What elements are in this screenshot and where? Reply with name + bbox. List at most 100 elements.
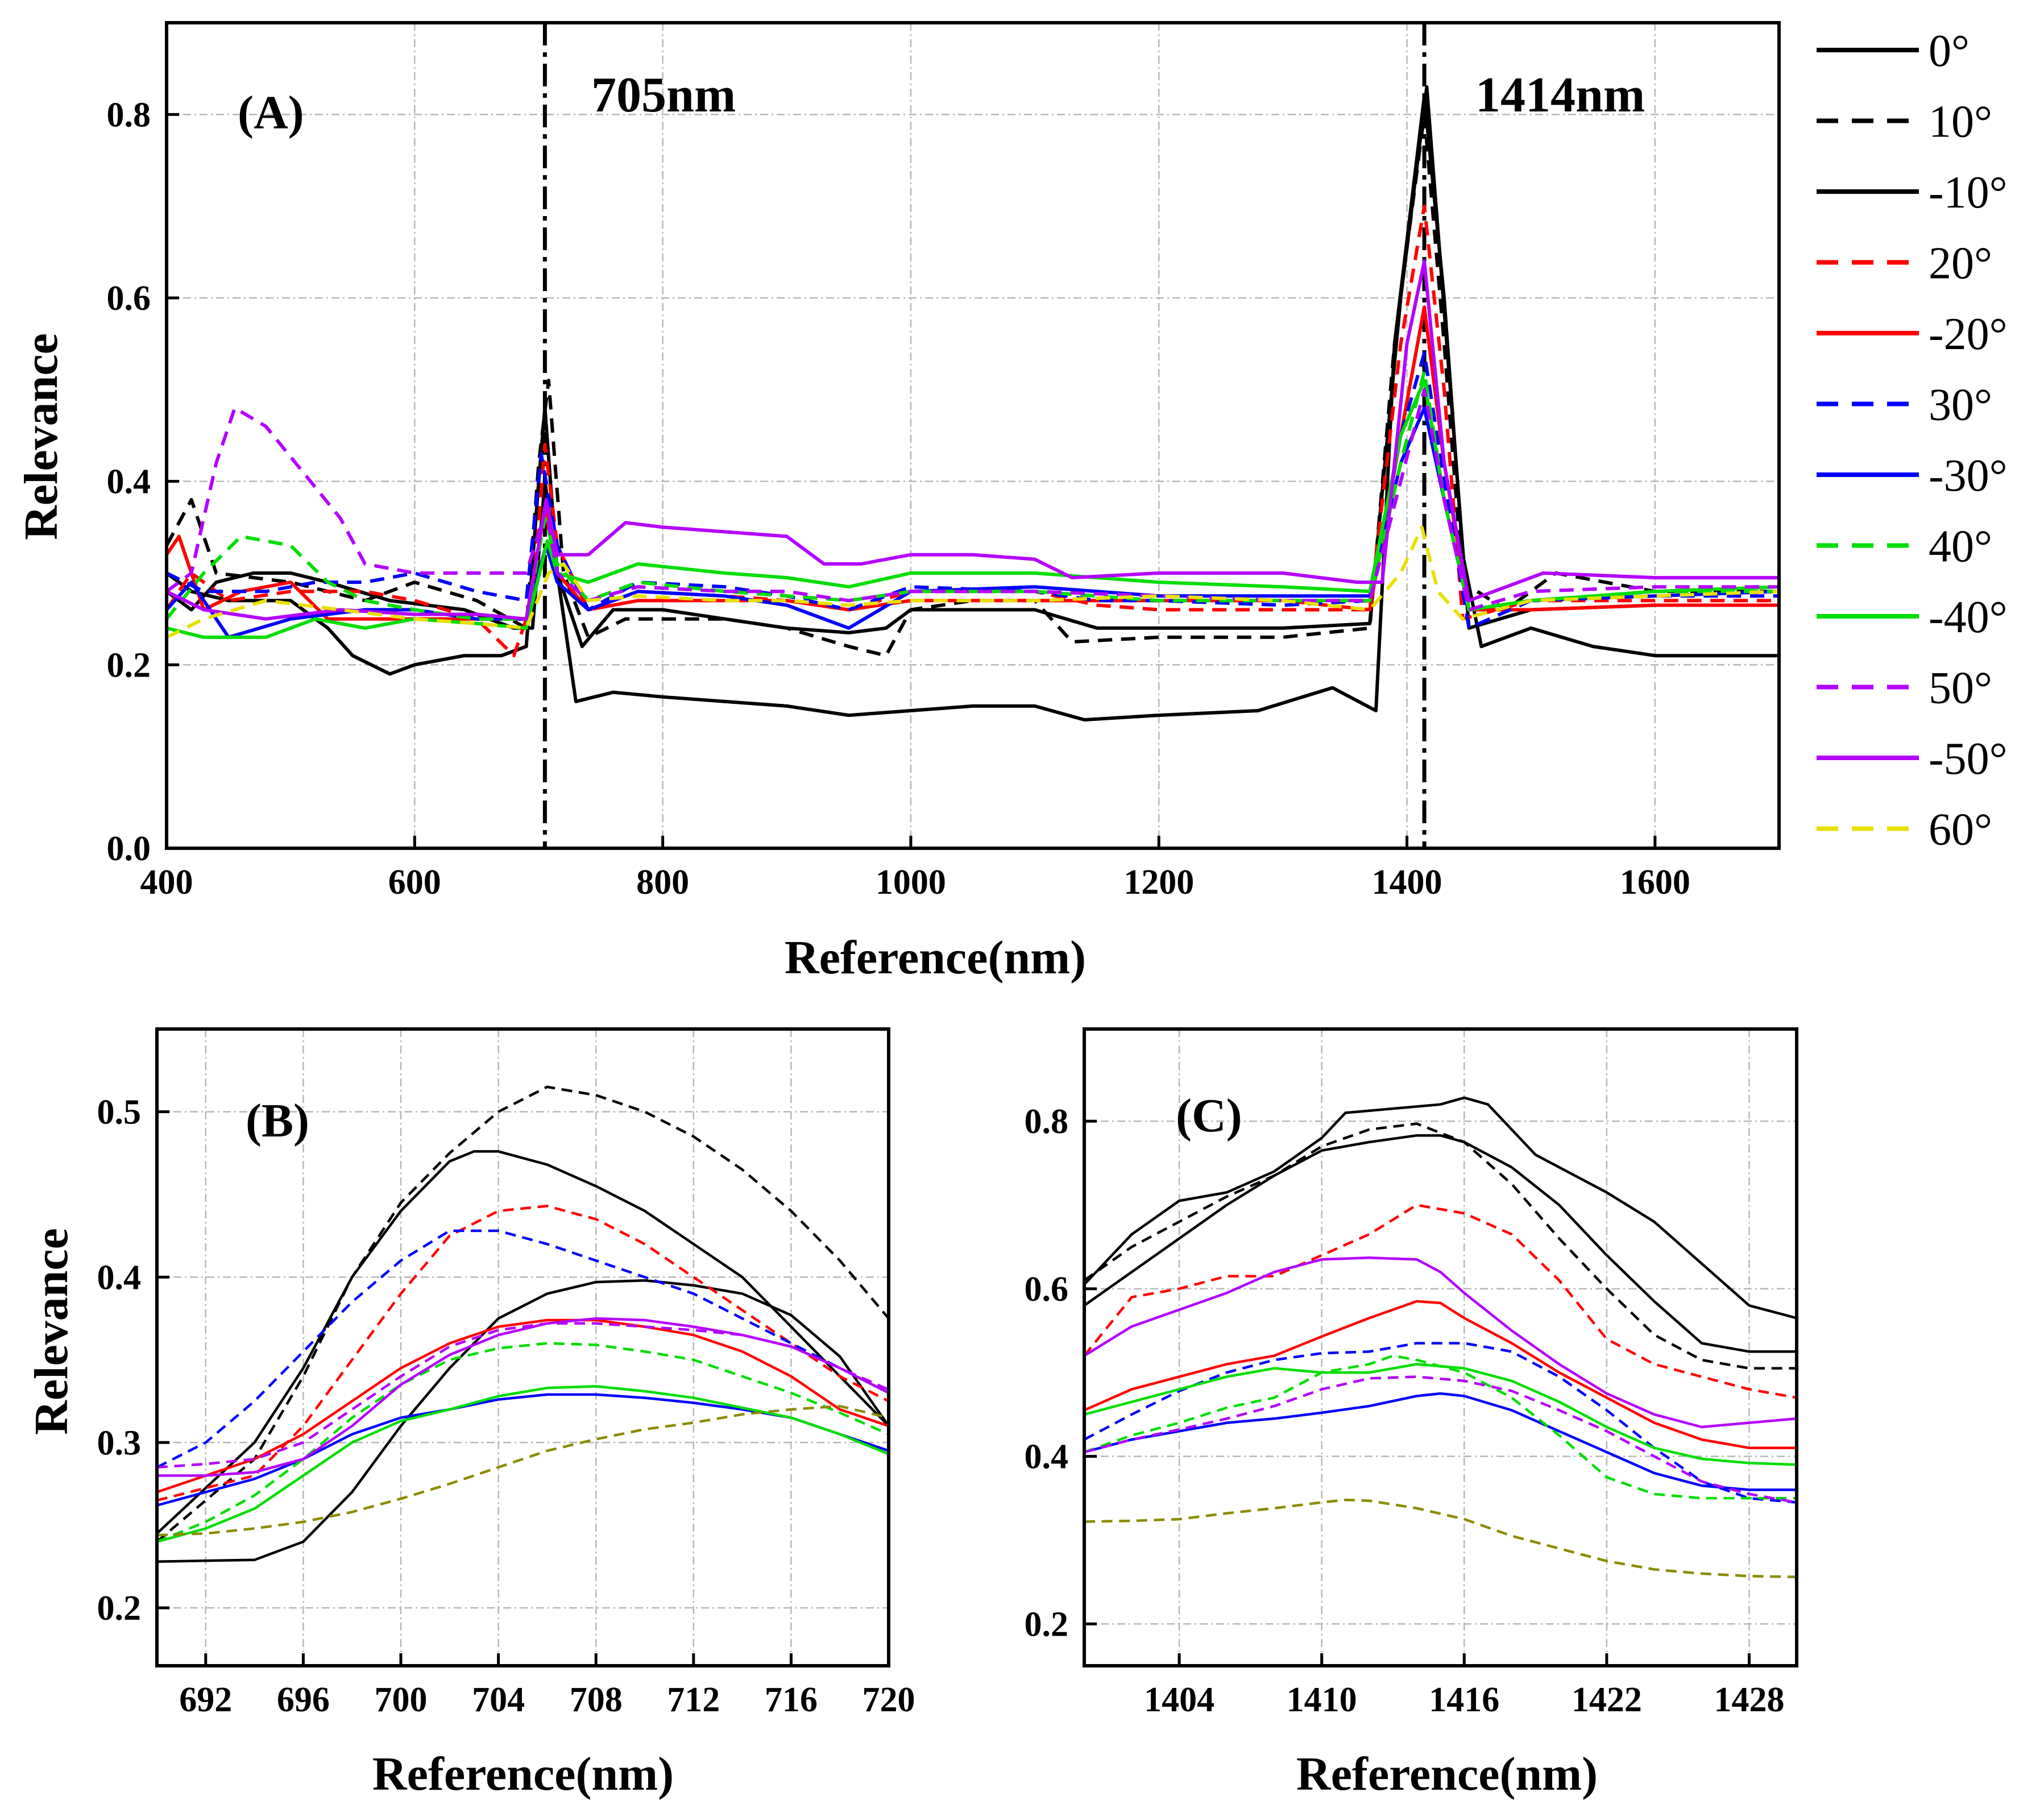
x-tick-label: 1200 xyxy=(1123,863,1194,902)
y-tick-label: 0.8 xyxy=(107,96,151,134)
x-tick-label: 1404 xyxy=(1144,1681,1214,1719)
series-line-a xyxy=(167,85,1779,649)
x-tick-label: 696 xyxy=(277,1681,330,1719)
x-tick-label: 1600 xyxy=(1620,863,1690,902)
x-tick-label: 700 xyxy=(375,1681,428,1719)
y-tick-label: 0.6 xyxy=(1025,1270,1069,1309)
panel-c-grid xyxy=(1084,1029,1797,1666)
legend-label: 40° xyxy=(1929,522,1992,572)
x-tick-label: 800 xyxy=(636,863,689,902)
x-tick-label: 1400 xyxy=(1372,863,1442,902)
x-tick-label: 712 xyxy=(667,1681,720,1719)
panel-c-xlabel: Reference(nm) xyxy=(1296,1748,1598,1801)
series-line-b xyxy=(157,1342,889,1543)
series-line-a xyxy=(167,388,1779,612)
y-tick-label: 0.2 xyxy=(97,1589,142,1628)
y-tick-label: 0.0 xyxy=(107,829,151,868)
series-line-c xyxy=(1084,1354,1797,1500)
panel-b-ylabel: Relevance xyxy=(25,1228,78,1435)
series-line-a xyxy=(167,94,1779,722)
panel-a-ticks: 400 600 800 1000 1200 1400 1600 0.0 0.2 0.4 0.6 0.8 xyxy=(107,96,1690,902)
legend: 0° 10° -10° 20° -20° 30° -30° 40° -40° 50° -50° 60° xyxy=(1817,26,2008,855)
panel-b-frame xyxy=(155,1027,890,1667)
legend-label: -20° xyxy=(1929,309,2008,359)
x-tick-label: 600 xyxy=(388,863,441,902)
series-line-b xyxy=(157,1150,889,1534)
x-tick-label: 692 xyxy=(179,1681,232,1719)
panel-b-xlabel: Reference(nm) xyxy=(372,1748,674,1801)
legend-label: 50° xyxy=(1929,663,1992,713)
series-line-a xyxy=(167,379,1779,639)
panel-c-series xyxy=(1084,1096,1797,1579)
x-tick-label: 720 xyxy=(863,1681,915,1719)
y-tick-label: 0.4 xyxy=(97,1258,142,1297)
y-tick-label: 0.3 xyxy=(97,1424,142,1462)
series-line-c xyxy=(1084,1256,1797,1429)
y-tick-label: 0.6 xyxy=(107,279,151,318)
panel-b: 692 696 700 704 708 712 716 720 0.2 0.3 0.4 0.5 (B)… xyxy=(25,1027,915,1801)
panel-b-label: (B) xyxy=(246,1094,309,1147)
x-tick-label: 1422 xyxy=(1572,1681,1642,1719)
panel-a: 400 600 800 1000 1200 1400 1600 0.0 0.2 0.4 0.6 0.8… xyxy=(15,21,1781,984)
panel-c: 1404 1410 1416 1422 1428 0.2 0.4 0.6 0.8 (C) Ref… xyxy=(1025,1027,1798,1801)
legend-label: 30° xyxy=(1929,380,1992,430)
series-line-c xyxy=(1084,1300,1797,1450)
legend-label: -30° xyxy=(1929,451,2008,501)
series-line-c xyxy=(1084,1096,1797,1320)
series-line-b xyxy=(157,1317,889,1477)
panel-a-frame xyxy=(165,21,1781,850)
legend-label: 20° xyxy=(1929,239,1992,289)
panel-a-series xyxy=(167,85,1779,722)
x-tick-label: 400 xyxy=(140,863,193,902)
series-line-c xyxy=(1084,1122,1797,1370)
series-line-b xyxy=(157,1405,889,1537)
x-tick-label: 1428 xyxy=(1714,1681,1784,1719)
series-line-b xyxy=(157,1205,889,1502)
x-tick-label: 1410 xyxy=(1287,1681,1357,1719)
panel-a-label: (A) xyxy=(238,86,304,139)
panel-b-series xyxy=(157,1085,889,1563)
y-tick-label: 0.4 xyxy=(1025,1438,1069,1476)
panel-c-label: (C) xyxy=(1176,1089,1242,1142)
series-line-b xyxy=(157,1318,889,1494)
legend-label: -40° xyxy=(1929,592,2008,642)
panel-a-xlabel: Reference(nm) xyxy=(785,931,1086,984)
legend-label: 10° xyxy=(1929,97,1992,147)
y-tick-label: 0.5 xyxy=(97,1093,142,1131)
series-line-b xyxy=(157,1085,889,1543)
series-line-b xyxy=(157,1385,889,1543)
panel-a-marker-lines xyxy=(542,23,1427,848)
series-line-a xyxy=(167,370,1779,621)
x-tick-label: 1416 xyxy=(1429,1681,1499,1719)
series-line-c xyxy=(1084,1363,1797,1466)
panel-c-frame xyxy=(1083,1027,1798,1667)
legend-label: 60° xyxy=(1929,805,1992,855)
legend-label: 0° xyxy=(1929,26,1970,76)
series-line-b xyxy=(157,1229,889,1468)
series-line-a xyxy=(167,259,1779,621)
panel-b-ticks: 692 696 700 704 708 712 716 720 0.2 0.3 0.4 0.5 xyxy=(97,1093,915,1719)
panel-a-grid xyxy=(167,23,1779,848)
legend-label: -50° xyxy=(1929,734,2008,784)
series-line-c xyxy=(1084,1375,1797,1504)
series-line-c xyxy=(1084,1498,1797,1579)
panel-c-ticks: 1404 1410 1416 1422 1428 0.2 0.4 0.6 0.8 xyxy=(1025,1102,1785,1719)
legend-label: -10° xyxy=(1929,168,2008,218)
series-line-c xyxy=(1084,1134,1797,1353)
series-line-c xyxy=(1084,1392,1797,1491)
panel-a-ylabel: Relevance xyxy=(15,333,68,540)
x-tick-label: 716 xyxy=(765,1681,818,1719)
series-line-b xyxy=(157,1279,889,1563)
y-tick-label: 0.8 xyxy=(1025,1102,1069,1141)
marker-label-1414nm: 1414nm xyxy=(1475,68,1645,123)
marker-label-705nm: 705nm xyxy=(591,68,736,123)
x-tick-label: 708 xyxy=(570,1681,623,1719)
series-line-a xyxy=(167,351,1779,630)
y-tick-label: 0.2 xyxy=(1025,1605,1069,1644)
series-line-a xyxy=(167,113,1779,658)
series-line-a xyxy=(167,525,1779,639)
panel-b-grid xyxy=(157,1029,889,1666)
y-tick-label: 0.4 xyxy=(107,463,151,501)
x-tick-label: 1000 xyxy=(876,863,946,902)
